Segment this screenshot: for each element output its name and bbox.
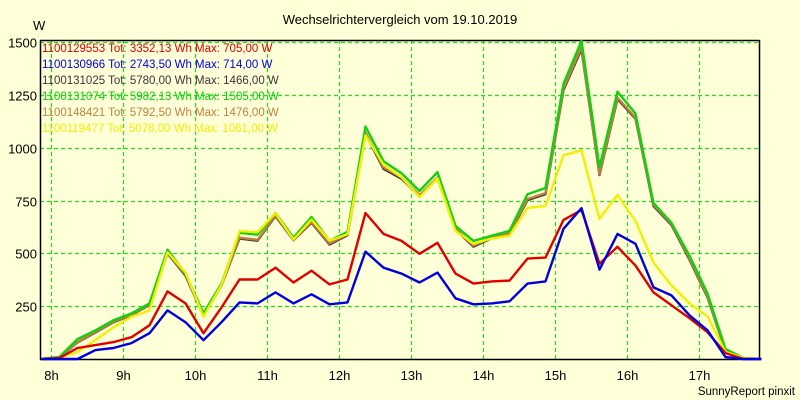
y-tick-labels: 250 500 750 1000 1250 1500 xyxy=(8,36,37,315)
legend: 1100129553 Tot: 3352,13 Wh Max: 705,00 W… xyxy=(42,43,279,135)
x-tick-label: 16h xyxy=(617,368,639,383)
x-tick-labels: 8h 9h 10h 11h 12h 13h 14h 15h 16h 17h xyxy=(44,368,710,383)
series-line-1100131074 xyxy=(41,39,762,361)
legend-entry-1100130966: 1100130966 Tot: 2743,50 Wh Max: 714,00 W xyxy=(42,59,273,71)
x-tick-label: 10h xyxy=(185,368,207,383)
legend-entry-1100131025: 1100131025 Tot: 5780,00 Wh Max: 1466,00 … xyxy=(42,75,279,87)
x-tick-label: 15h xyxy=(545,368,567,383)
chart-title: Wechselrichtervergleich vom 19.10.2019 xyxy=(283,12,518,27)
legend-entry-1100119477: 1100119477 Tot: 5078,00 Wh Max: 1061,00 … xyxy=(42,123,278,135)
grid xyxy=(40,40,759,359)
legend-entry-1100129553: 1100129553 Tot: 3352,13 Wh Max: 705,00 W xyxy=(42,43,273,55)
x-tick-label: 13h xyxy=(401,368,423,383)
x-tick-label: 12h xyxy=(329,368,351,383)
x-tick-label: 17h xyxy=(689,368,711,383)
y-tick-label: 1000 xyxy=(8,142,37,157)
y-tick-label: 750 xyxy=(15,195,37,210)
series-line-1100129553 xyxy=(41,208,762,361)
series-lines xyxy=(41,39,762,361)
x-tick-label: 9h xyxy=(116,368,130,383)
y-tick-label: 250 xyxy=(15,300,37,315)
footer-credit: SunnyReport pinxit xyxy=(698,386,796,398)
legend-entry-1100131074: 1100131074 Tot: 5982,13 Wh Max: 1505,00 … xyxy=(42,91,279,103)
y-axis-label: W xyxy=(33,18,46,33)
series-line-1100130966 xyxy=(41,206,762,361)
y-tick-label: 1250 xyxy=(8,89,37,104)
axes xyxy=(39,39,761,361)
x-tick-label: 11h xyxy=(257,368,278,383)
y-tick-label: 1500 xyxy=(8,36,37,51)
x-tick-label: 8h xyxy=(44,368,58,383)
y-tick-label: 500 xyxy=(15,247,37,262)
x-tick-label: 14h xyxy=(473,368,495,383)
series-line-1100119477 xyxy=(41,134,762,361)
legend-entry-1100148421: 1100148421 Tot: 5792,50 Wh Max: 1476,00 … xyxy=(42,107,279,119)
